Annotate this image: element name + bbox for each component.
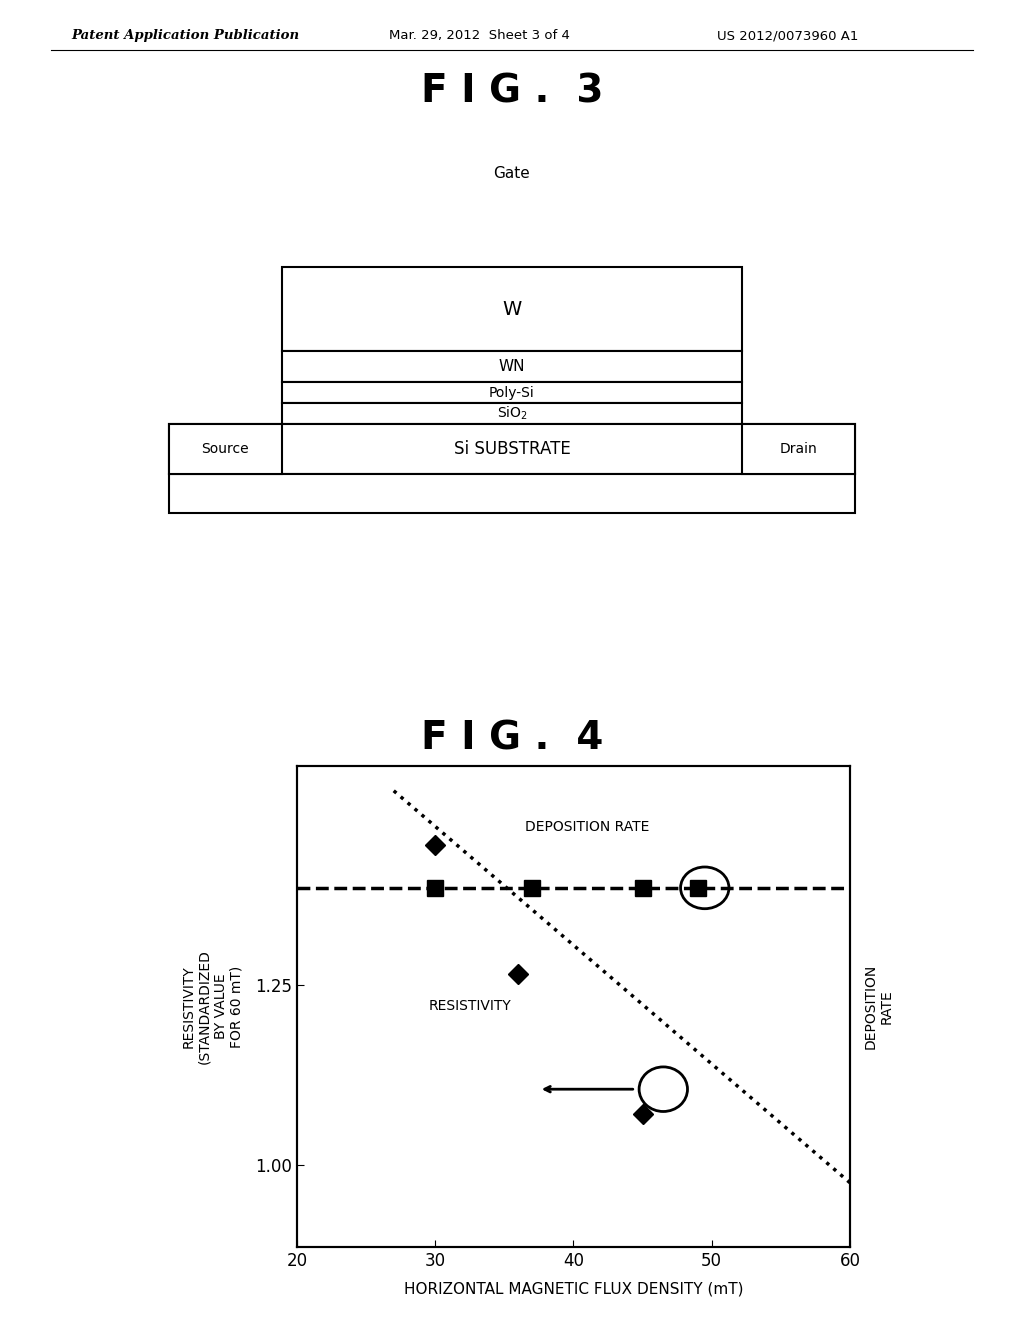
Text: F I G .  4: F I G . 4 [421, 719, 603, 758]
Bar [169, 424, 282, 474]
Bar [169, 424, 855, 474]
Text: WN: WN [499, 359, 525, 375]
Bar [169, 474, 855, 513]
Text: Poly-Si: Poly-Si [489, 385, 535, 400]
Text: W: W [503, 300, 521, 319]
Bar [282, 403, 742, 424]
Text: RESISTIVITY: RESISTIVITY [428, 999, 511, 1014]
Bar [282, 351, 742, 383]
Y-axis label: RESISTIVITY
(STANDARDIZED
BY VALUE
FOR 60 mT): RESISTIVITY (STANDARDIZED BY VALUE FOR 6… [181, 949, 244, 1064]
Text: Drain: Drain [780, 442, 817, 455]
Text: Si SUBSTRATE: Si SUBSTRATE [454, 440, 570, 458]
Text: F I G .  3: F I G . 3 [421, 73, 603, 111]
Text: Mar. 29, 2012  Sheet 3 of 4: Mar. 29, 2012 Sheet 3 of 4 [389, 29, 570, 42]
X-axis label: HORIZONTAL MAGNETIC FLUX DENSITY (mT): HORIZONTAL MAGNETIC FLUX DENSITY (mT) [403, 1282, 743, 1296]
Bar [282, 267, 742, 351]
Bar [282, 383, 742, 403]
Text: Patent Application Publication: Patent Application Publication [72, 29, 300, 42]
Y-axis label: DEPOSITION
RATE: DEPOSITION RATE [864, 964, 894, 1049]
Text: Gate: Gate [494, 166, 530, 181]
Text: SiO$_2$: SiO$_2$ [497, 405, 527, 422]
Text: US 2012/0073960 A1: US 2012/0073960 A1 [717, 29, 858, 42]
Text: Source: Source [202, 442, 249, 455]
Text: DEPOSITION RATE: DEPOSITION RATE [525, 820, 649, 834]
Bar [742, 424, 855, 474]
